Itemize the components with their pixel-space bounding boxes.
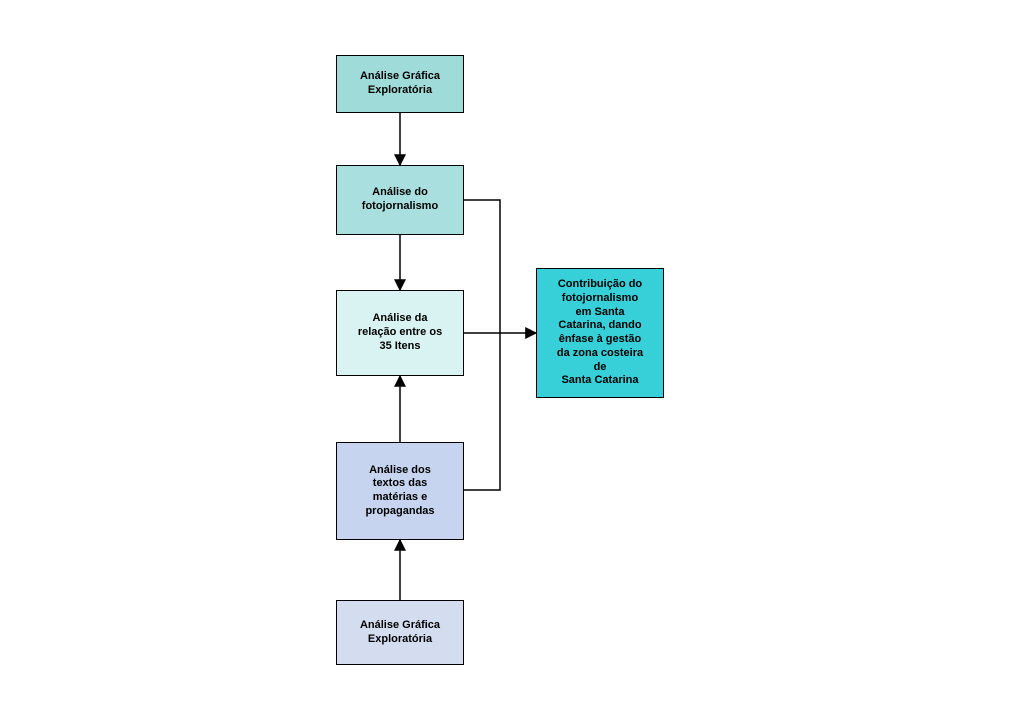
edge	[464, 333, 500, 490]
node-n6: Contribuição do fotojornalismo em Santa …	[536, 268, 664, 398]
node-label: Análise Gráfica Exploratória	[360, 619, 440, 647]
flowchart-canvas: Análise Gráfica Exploratória Análise do f…	[0, 0, 1024, 709]
node-label: Análise dos textos das matérias e propag…	[365, 464, 434, 519]
node-label: Análise da relação entre os 35 Itens	[358, 312, 442, 353]
edge	[464, 200, 500, 333]
node-n5: Análise Gráfica Exploratória	[336, 600, 464, 665]
node-n4: Análise dos textos das matérias e propag…	[336, 442, 464, 540]
node-label: Análise Gráfica Exploratória	[360, 70, 440, 98]
node-label: Análise do fotojornalismo	[362, 186, 438, 214]
node-n2: Análise do fotojornalismo	[336, 165, 464, 235]
node-n1: Análise Gráfica Exploratória	[336, 55, 464, 113]
node-n3: Análise da relação entre os 35 Itens	[336, 290, 464, 376]
edges-layer	[0, 0, 1024, 709]
node-label: Contribuição do fotojornalismo em Santa …	[557, 278, 643, 388]
